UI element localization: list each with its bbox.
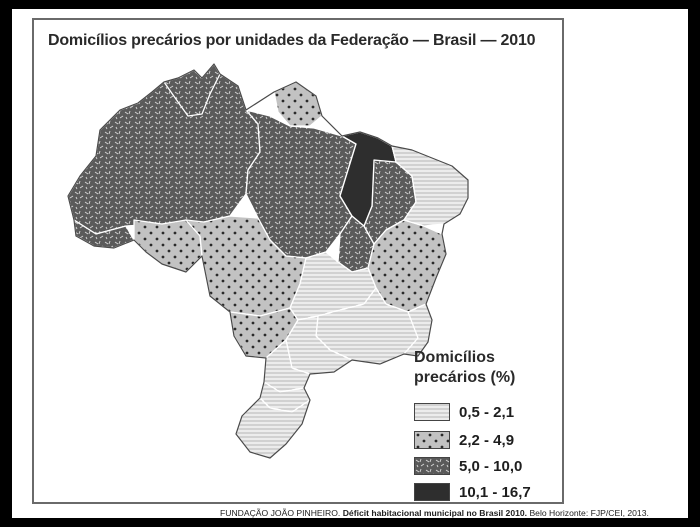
legend-item: 10,1 - 16,7 <box>414 482 554 502</box>
legend-item: 0,5 - 2,1 <box>414 402 554 422</box>
legend-swatch-dots <box>414 431 450 449</box>
source-citation: FUNDAÇÃO JOÃO PINHEIRO. Déficit habitaci… <box>220 508 690 518</box>
legend-swatch-lines <box>414 403 450 421</box>
figure-frame: Domicílios precários por unidades da Fed… <box>12 9 688 518</box>
legend-label: 2,2 - 4,9 <box>459 431 515 449</box>
legend-swatch-dashes <box>414 457 450 475</box>
source-work: Déficit habitacional municipal no Brasil… <box>342 508 528 518</box>
map-title: Domicílios precários por unidades da Fed… <box>48 32 536 49</box>
brazil-map <box>67 63 469 459</box>
legend-title-line2: precários (%) <box>414 369 516 386</box>
legend-item: 2,2 - 4,9 <box>414 430 554 450</box>
legend-title-line1: Domicílios <box>414 349 495 366</box>
region-para <box>245 109 357 259</box>
legend-item: 5,0 - 10,0 <box>414 456 554 476</box>
source-rest: Belo Horizonte: FJP/CEI, 2013. <box>529 508 649 518</box>
source-publisher: FUNDAÇÃO JOÃO PINHEIRO. <box>220 508 341 518</box>
legend-label: 5,0 - 10,0 <box>459 457 523 475</box>
map-panel: Domicílios precários por unidades da Fed… <box>32 18 564 504</box>
legend-title: Domicílios precários (%) <box>414 348 554 388</box>
legend-label: 10,1 - 16,7 <box>459 483 531 501</box>
legend-swatch-solid <box>414 483 450 501</box>
legend-label: 0,5 - 2,1 <box>459 403 515 421</box>
region-rondonia <box>133 219 203 273</box>
